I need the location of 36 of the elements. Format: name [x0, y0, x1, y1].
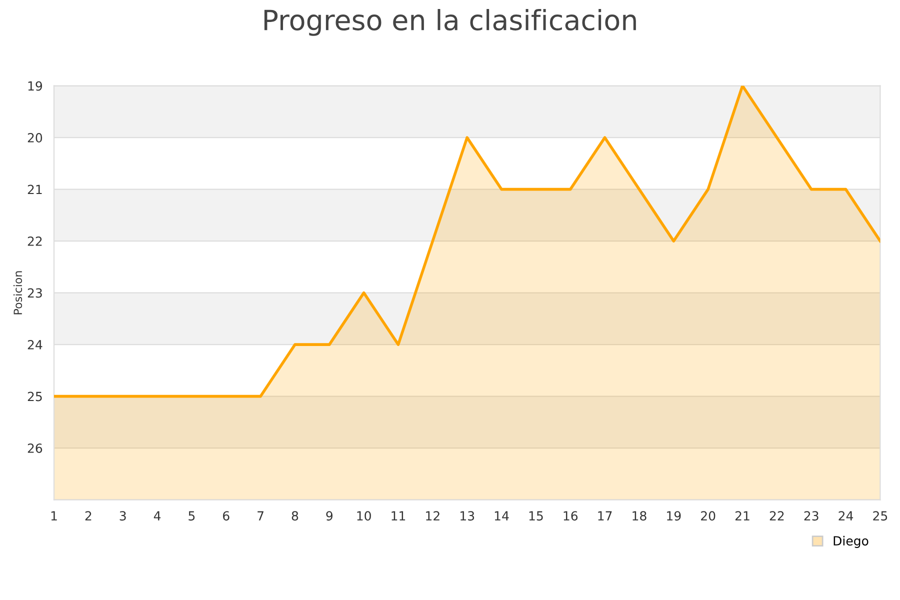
x-tick-label: 9 — [326, 511, 332, 521]
y-tick-label: 24 — [28, 340, 42, 350]
x-tick-label: 10 — [357, 511, 371, 521]
y-tick-label: 25 — [28, 392, 42, 402]
legend-label: Diego — [834, 536, 868, 548]
x-tick-label: 2 — [85, 511, 92, 520]
x-tick-label: 13 — [460, 511, 474, 521]
x-tick-label: 12 — [426, 511, 440, 520]
x-tick-label: 19 — [667, 511, 681, 521]
x-tick-label: 16 — [564, 511, 578, 521]
x-tick-label: 5 — [188, 511, 195, 521]
x-tick-label: 6 — [223, 511, 230, 521]
x-tick-label: 25 — [873, 511, 888, 521]
x-tick-label: 15 — [529, 511, 543, 521]
y-tick-label: 20 — [28, 133, 42, 142]
x-tick-label: 22 — [770, 511, 784, 520]
y-tick-label: 26 — [28, 444, 42, 453]
x-tick-label: 7 — [258, 511, 264, 520]
x-tick-label: 4 — [154, 511, 161, 520]
x-tick-label: 17 — [598, 511, 612, 520]
x-tick-label: 1 — [51, 511, 57, 520]
x-tick-label: 20 — [701, 511, 716, 521]
y-axis-title: Posicion — [13, 271, 22, 314]
x-tick-label: 8 — [292, 511, 298, 521]
chart-title: Progreso en la clasificacion — [264, 9, 636, 36]
y-tick-label: 22 — [28, 236, 42, 246]
x-tick-label: 24 — [838, 511, 854, 520]
x-tick-label: 14 — [494, 511, 509, 520]
x-tick-label: 3 — [120, 511, 126, 521]
y-tick-label: 23 — [28, 288, 42, 298]
y-tick-label: 21 — [28, 184, 42, 194]
x-tick-label: 21 — [735, 511, 750, 520]
y-tick-label: 19 — [28, 81, 42, 91]
x-tick-label: 23 — [804, 511, 818, 521]
x-tick-label: 11 — [392, 511, 406, 520]
x-tick-label: 18 — [632, 511, 646, 521]
